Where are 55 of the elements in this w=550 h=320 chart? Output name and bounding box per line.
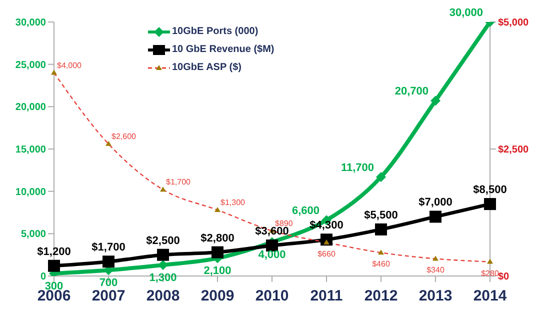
data-label: $280 — [481, 268, 500, 278]
point — [430, 210, 442, 223]
point — [157, 248, 169, 261]
data-label: $7,000 — [418, 196, 452, 209]
y-tick-label: 10,000 — [15, 186, 46, 198]
data-label: $2,500 — [146, 234, 180, 247]
y-tick-label: 5,000 — [20, 229, 46, 240]
x-tick-label: 2007 — [92, 288, 126, 305]
point — [484, 198, 496, 210]
x-tick-label: 2008 — [146, 288, 180, 305]
legend-label: 10GbE ASP ($) — [172, 62, 242, 73]
x-tick-label: 2013 — [418, 288, 452, 305]
point — [158, 260, 168, 270]
point — [375, 223, 387, 236]
x-tick-label: 2014 — [473, 288, 508, 305]
data-label: $8,500 — [473, 184, 507, 196]
data-label: 20,700 — [394, 86, 428, 98]
point — [430, 96, 440, 106]
y-tick-label: 25,000 — [15, 60, 46, 71]
point — [102, 256, 114, 268]
data-label: $1,700 — [166, 178, 192, 187]
legend-label: 10GbE Ports (000) — [172, 26, 258, 37]
data-label: $2,600 — [112, 132, 137, 141]
y-tick-label: 15,000 — [15, 144, 46, 156]
data-label: 4,000 — [258, 249, 286, 262]
y-tick-label: 20,000 — [15, 102, 46, 114]
point — [212, 246, 224, 258]
data-label: $1,300 — [220, 198, 246, 207]
data-label: $460 — [372, 260, 390, 269]
y2-tick-label: $0 — [498, 272, 510, 283]
data-label: 30,000 — [449, 7, 483, 19]
legend-label: 10 GbE Revenue ($M) — [172, 44, 274, 55]
data-label: 1,300 — [149, 272, 177, 284]
point — [48, 260, 60, 272]
data-label: $340 — [426, 266, 445, 275]
data-label: $1,200 — [37, 246, 71, 258]
y-tick-label: 30,000 — [15, 18, 46, 29]
x-tick-label: 2009 — [200, 288, 234, 305]
y2-tick-label: $2,500 — [498, 144, 530, 156]
data-label: $5,500 — [364, 209, 398, 222]
data-label: 2,100 — [204, 265, 232, 278]
x-tick-label: 2010 — [255, 288, 289, 305]
y2-tick-label: $5,000 — [498, 18, 530, 29]
x-tick-label: 2011 — [310, 288, 343, 305]
data-label: 11,700 — [340, 162, 374, 174]
data-label: $890 — [275, 218, 294, 228]
point — [376, 172, 386, 182]
data-label: $2,800 — [200, 232, 234, 244]
x-tick-label: 2012 — [364, 288, 398, 305]
data-label: $660 — [318, 249, 336, 258]
data-label: $1,700 — [92, 242, 126, 254]
data-label: 6,600 — [292, 205, 320, 218]
data-label: $4,000 — [57, 60, 82, 70]
data-label: 700 — [99, 277, 118, 290]
y-tick-label: 0 — [40, 272, 46, 283]
